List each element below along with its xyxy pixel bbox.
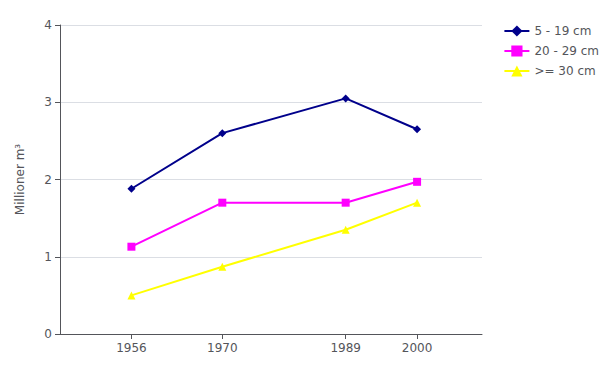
svg-text:5 - 19 cm: 5 - 19 cm <box>534 24 591 38</box>
svg-text:1: 1 <box>44 250 52 264</box>
svg-text:>= 30 cm: >= 30 cm <box>534 64 595 78</box>
svg-text:1970: 1970 <box>207 341 238 355</box>
svg-text:1989: 1989 <box>330 341 361 355</box>
svg-text:2000: 2000 <box>402 341 433 355</box>
svg-text:0: 0 <box>44 327 52 341</box>
svg-text:2: 2 <box>44 173 52 187</box>
svg-text:4: 4 <box>44 18 52 32</box>
svg-text:3: 3 <box>44 95 52 109</box>
svg-text:1956: 1956 <box>116 341 147 355</box>
svg-text:20 - 29 cm: 20 - 29 cm <box>534 44 599 58</box>
svg-text:Millioner m³: Millioner m³ <box>13 144 27 215</box>
